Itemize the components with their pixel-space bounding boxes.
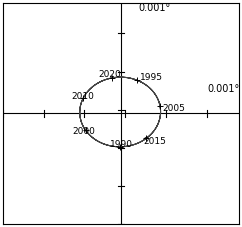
Text: 2005: 2005 (163, 104, 185, 113)
Text: 2000: 2000 (73, 127, 96, 136)
Text: 1995: 1995 (140, 74, 163, 82)
Text: 2015: 2015 (143, 137, 166, 146)
Text: 0.001°: 0.001° (139, 3, 171, 13)
Text: 2010: 2010 (71, 91, 94, 101)
Text: 2020: 2020 (98, 70, 121, 79)
Text: 0.001°: 0.001° (207, 84, 239, 94)
Text: 1990: 1990 (110, 140, 133, 149)
